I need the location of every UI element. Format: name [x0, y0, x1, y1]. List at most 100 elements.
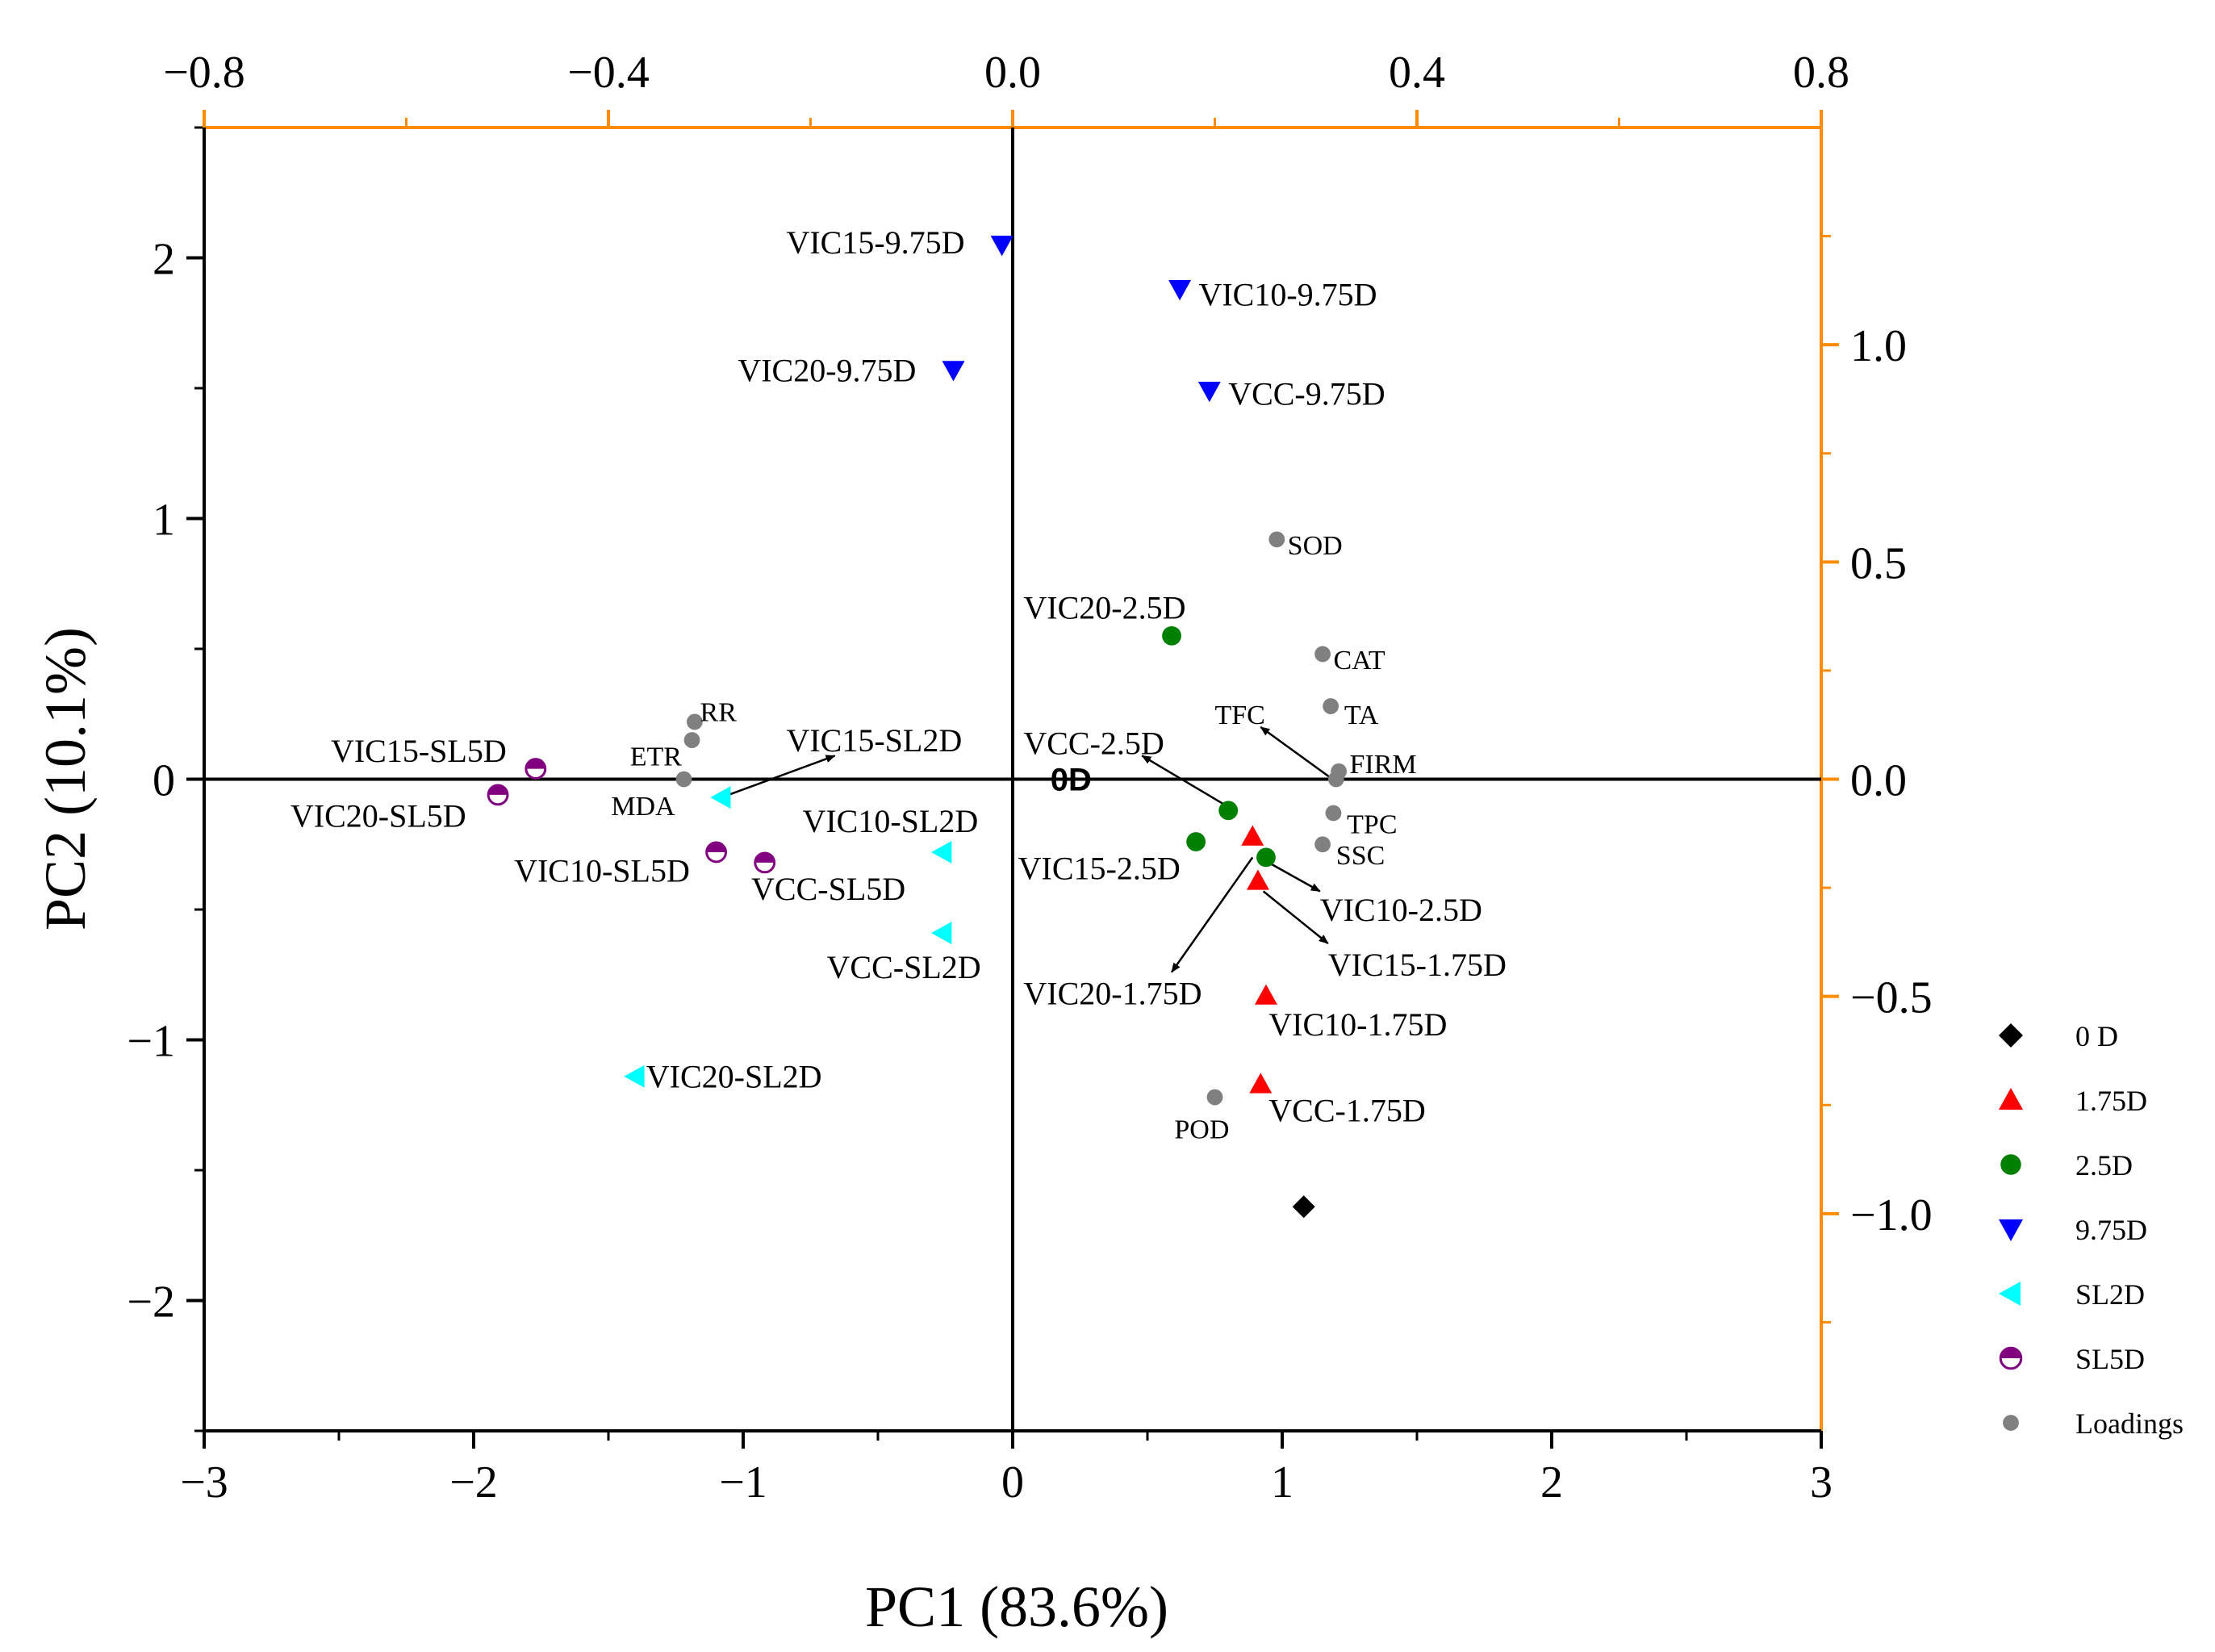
top-tick-label: 0.8 [1793, 48, 1849, 98]
point-9.75d [990, 236, 1013, 257]
y-tick-label: 0 [153, 756, 175, 806]
annotation-arrow [1262, 890, 1329, 944]
point-1.75d [1249, 1073, 1273, 1094]
top-tick-label: −0.4 [567, 48, 650, 98]
x-tick-label: 3 [1810, 1458, 1833, 1508]
point-label: VIC15-1.75D [1328, 947, 1507, 983]
legend-marker [2000, 1154, 2021, 1175]
loading-label: RR [700, 698, 738, 728]
point-9.75d [942, 361, 965, 382]
loading-label: TA [1344, 701, 1379, 730]
x-tick-label: −2 [449, 1458, 498, 1508]
loading-point [1206, 1089, 1223, 1106]
half-circle-fill [525, 759, 545, 769]
x-axis-label: PC1 (83.6%) [865, 1575, 1168, 1639]
point-label: VIC10-9.75D [1198, 277, 1377, 313]
point-2.5d [1162, 625, 1181, 646]
data-points [487, 236, 1348, 1219]
point-sl5d [754, 851, 776, 874]
y-axis-label: PC2 (10.1%) [33, 627, 98, 931]
point-sl5d [705, 841, 727, 864]
loading-point [1323, 698, 1339, 714]
loading-point [683, 732, 700, 748]
half-circle-fill [488, 784, 508, 795]
top-tick-label: 0.0 [984, 48, 1041, 98]
loading-point [675, 771, 692, 788]
annotation-arrow [1260, 726, 1337, 783]
point-label: VIC10-SL5D [514, 853, 690, 889]
y-tick-label: 1 [153, 496, 175, 546]
top-tick-label: 0.4 [1389, 48, 1445, 98]
loading-point [1268, 531, 1285, 548]
x-tick-label: −1 [719, 1458, 767, 1508]
right-tick-label: −1.0 [1850, 1190, 1933, 1240]
legend-label: 2.5D [2075, 1149, 2133, 1181]
loading-point [1325, 805, 1342, 822]
point-label: VIC20-9.75D [738, 352, 916, 388]
y-tick-label: −2 [127, 1278, 175, 1328]
right-tick-label: 1.0 [1850, 321, 1907, 371]
legend-marker [2003, 1415, 2019, 1431]
point-1.75d [1254, 984, 1277, 1005]
loading-point [1327, 771, 1344, 788]
point-label: VIC15-SL5D [331, 733, 507, 769]
annotation-arrow [1268, 861, 1321, 893]
x-tick-label: 0 [1001, 1458, 1024, 1508]
point-label: VCC-SL2D [827, 949, 981, 985]
point-label: VCC-SL5D [751, 871, 905, 907]
legend-marker [1999, 1219, 2023, 1241]
point-2.5d [1186, 832, 1206, 851]
point-label: VIC15-SL2D [786, 722, 962, 759]
point-label: VIC10-1.75D [1268, 1006, 1447, 1043]
half-circle-fill [706, 843, 726, 852]
point-label: VIC20-2.5D [1023, 589, 1185, 625]
point-label: VCC-9.75D [1228, 375, 1385, 412]
annotation-arrow [1171, 856, 1254, 973]
x-tick-label: −3 [180, 1458, 228, 1508]
y-tick-label: −1 [127, 1017, 175, 1067]
point-sl5d [524, 758, 547, 780]
loading-label: TFC [1215, 701, 1265, 730]
loading-point [1314, 646, 1331, 663]
point-label: VIC10-SL2D [802, 803, 978, 839]
point-sl2d [710, 786, 731, 809]
legend: 0 D 1.75D 2.5D 9.75D SL2D SL5D Loadings [1999, 1020, 2184, 1440]
x-tick-label: 1 [1271, 1458, 1293, 1508]
loading-label: SSC [1336, 841, 1385, 871]
point-labels: 0D VIC10-1.75D VIC15-1.75D VIC20-1.75D VCC-1… [290, 224, 1507, 1144]
point-9.75d [1168, 280, 1192, 301]
x-tick-label: 2 [1540, 1458, 1563, 1508]
y-tick-label: 2 [153, 235, 175, 285]
legend-marker [1999, 1088, 2023, 1110]
legend-marker [1999, 1346, 2023, 1370]
legend-label: 9.75D [2075, 1214, 2147, 1246]
axes-layer: −3 −2 −1 0 1 2 3 −2 −1 0 1 2 −0.8 −0.4 0.0 0.4 0.8 1.0 0.5… [127, 48, 1932, 1508]
point-label: VCC-1.75D [1268, 1093, 1425, 1129]
point-label: 0D [1051, 763, 1092, 798]
loading-label: TPC [1347, 809, 1397, 839]
legend-marker [1999, 1282, 2021, 1306]
legend-label: SL5D [2075, 1343, 2145, 1375]
point-sl5d [487, 784, 509, 806]
loading-point [1314, 836, 1331, 853]
loading-label: ETR [630, 742, 683, 772]
point-2.5d [1256, 847, 1276, 868]
right-tick-label: 0.5 [1850, 538, 1907, 588]
point-2.5d [1218, 801, 1239, 821]
point-label: VIC20-SL5D [290, 798, 466, 834]
legend-label: 0 D [2075, 1020, 2118, 1052]
right-tick-label: −0.5 [1850, 973, 1933, 1023]
point-label: VCC-2.5D [1023, 725, 1164, 761]
point-0d [1292, 1195, 1315, 1219]
loading-label: FIRM [1350, 750, 1417, 780]
loading-label: SOD [1288, 531, 1343, 561]
point-label: VIC15-2.5D [1018, 850, 1181, 886]
loading-label: MDA [611, 792, 675, 822]
point-label: VIC20-1.75D [1023, 975, 1202, 1011]
point-1.75d [1241, 825, 1264, 846]
half-circle-fill [754, 852, 775, 863]
loading-label: POD [1174, 1115, 1229, 1144]
point-sl2d [624, 1064, 645, 1088]
annotation-arrow [1141, 755, 1227, 806]
